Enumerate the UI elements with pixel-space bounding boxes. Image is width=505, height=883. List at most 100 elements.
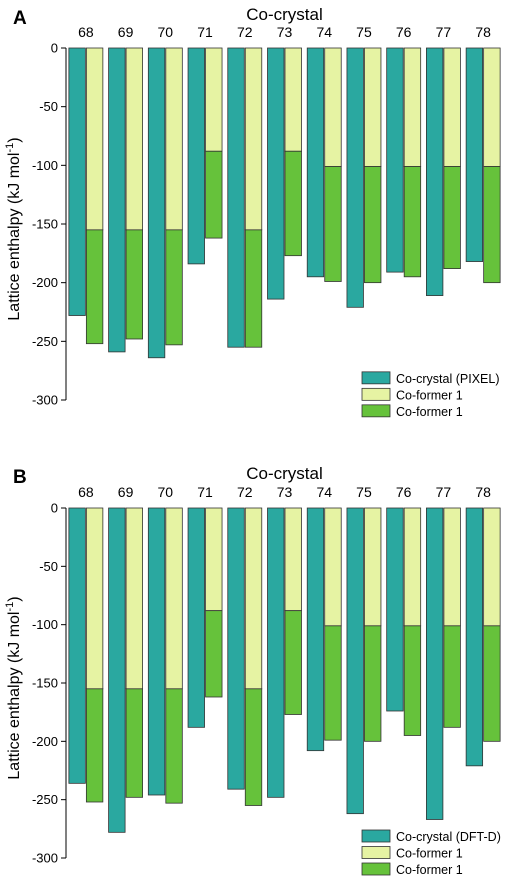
bar-cocrystal [346, 507, 364, 815]
bar-coformer-1 [364, 47, 382, 167]
y-tick-label: -250 [32, 792, 58, 807]
bar-coformer-2 [85, 229, 104, 345]
bar-coformer-1 [284, 47, 302, 152]
bar-cocrystal [386, 507, 404, 712]
bar-cocrystal [386, 47, 404, 273]
bar-coformer-2 [284, 150, 302, 257]
bar-coformer-1 [125, 47, 143, 231]
panel-label: B [13, 467, 27, 488]
bar-coformer-1 [483, 47, 501, 167]
y-tick-label: -50 [39, 559, 58, 574]
bar-coformer-2 [364, 166, 382, 284]
y-axis-label-superscript: -1 [4, 602, 16, 612]
y-tick-label: -100 [32, 617, 58, 632]
legend-label: Co-former 1 [396, 863, 463, 877]
category-label: 73 [277, 24, 293, 40]
legend-swatch [361, 371, 391, 385]
category-label: 78 [475, 24, 491, 40]
bar-cocrystal [465, 47, 484, 262]
bar-coformer-2 [483, 625, 501, 742]
bar-coformer-1 [443, 47, 461, 167]
bar-cocrystal [187, 47, 205, 265]
category-label: 70 [158, 484, 174, 500]
bar-cocrystal [227, 507, 245, 790]
category-label: 74 [316, 24, 332, 40]
bar-coformer-1 [284, 507, 302, 612]
y-tick-label: -200 [32, 734, 58, 749]
chart-panel-b: B Co-crystal 68 69 70 71 72 73 74 75 76 77 78 0 -50 -10… [4, 464, 501, 877]
bar-coformer-2 [205, 150, 223, 239]
bar-cocrystal [346, 47, 364, 308]
y-tick-label: -250 [32, 334, 58, 349]
chart-panel-a: A Co-crystal 68 69 70 71 72 73 74 75 76 77 78 0 -50 -10… [4, 5, 501, 419]
bar-cocrystal [187, 507, 205, 728]
bar-coformer-1 [165, 47, 183, 231]
bar-cocrystal [147, 47, 166, 359]
bar-coformer-1 [165, 507, 183, 690]
legend-label: Co-former 1 [396, 847, 463, 861]
y-axis-label-superscript: -1 [4, 143, 16, 153]
legend-swatch [361, 862, 391, 876]
chart-title: Co-crystal [246, 464, 323, 483]
bar-coformer-1 [85, 47, 104, 231]
bar-coformer-1 [364, 507, 382, 627]
category-label: 76 [396, 484, 412, 500]
bar-cocrystal [147, 507, 166, 796]
bar-coformer-1 [205, 47, 223, 152]
category-label: 73 [277, 484, 293, 500]
category-label: 75 [356, 484, 372, 500]
bar-coformer-1 [244, 507, 263, 690]
bar-coformer-1 [85, 507, 104, 690]
bar-cocrystal [227, 47, 245, 348]
bar-coformer-2 [284, 610, 302, 715]
y-tick-label: -150 [32, 217, 58, 232]
bar-cocrystal [267, 507, 285, 798]
y-axis-label: Lattice enthalpy (kJ mol-1) [4, 596, 23, 779]
panel-label: A [13, 8, 27, 29]
bar-coformer-2 [403, 166, 422, 278]
category-label: 74 [316, 484, 332, 500]
category-label: 69 [118, 24, 134, 40]
legend-swatch [361, 829, 391, 843]
bar-coformer-1 [125, 507, 143, 690]
bar-coformer-2 [403, 625, 422, 736]
bar-cocrystal [465, 507, 484, 767]
bar-cocrystal [306, 47, 325, 278]
legend-swatch [361, 404, 391, 418]
y-axis-label-text: Lattice enthalpy (kJ mol [6, 612, 23, 780]
chart-title: Co-crystal [246, 5, 323, 24]
y-axis-label-text: Lattice enthalpy (kJ mol [6, 153, 23, 321]
category-label: 72 [237, 484, 253, 500]
bar-coformer-2 [85, 688, 104, 803]
y-axis-label-close: ) [6, 137, 23, 142]
legend-label: Co-crystal (PIXEL) [396, 372, 500, 386]
bar-cocrystal [68, 507, 86, 784]
bar-cocrystal [426, 507, 444, 820]
bar-coformer-1 [324, 507, 342, 627]
bar-coformer-1 [403, 47, 422, 167]
y-tick-label: 0 [51, 41, 58, 56]
bar-coformer-1 [205, 507, 223, 612]
y-tick-label: 0 [51, 501, 58, 516]
category-label: 77 [436, 484, 452, 500]
legend-label: Co-crystal (DFT-D) [396, 830, 501, 844]
y-axis-label: Lattice enthalpy (kJ mol-1) [4, 137, 23, 320]
bar-coformer-2 [324, 625, 342, 741]
bar-cocrystal [108, 507, 126, 833]
bar-coformer-2 [443, 166, 461, 269]
category-label: 71 [197, 24, 213, 40]
y-axis-label-close: ) [6, 596, 23, 601]
legend-swatch [361, 846, 391, 859]
category-label: 72 [237, 24, 253, 40]
bar-coformer-2 [483, 166, 501, 284]
legend-label: Co-former 1 [396, 405, 463, 419]
category-label: 71 [197, 484, 213, 500]
y-tick-label: -50 [39, 99, 58, 114]
bar-coformer-2 [324, 166, 342, 282]
bar-coformer-1 [443, 507, 461, 627]
category-label: 78 [475, 484, 491, 500]
bar-coformer-2 [244, 688, 263, 806]
category-label: 70 [158, 24, 174, 40]
bar-coformer-2 [125, 688, 143, 798]
